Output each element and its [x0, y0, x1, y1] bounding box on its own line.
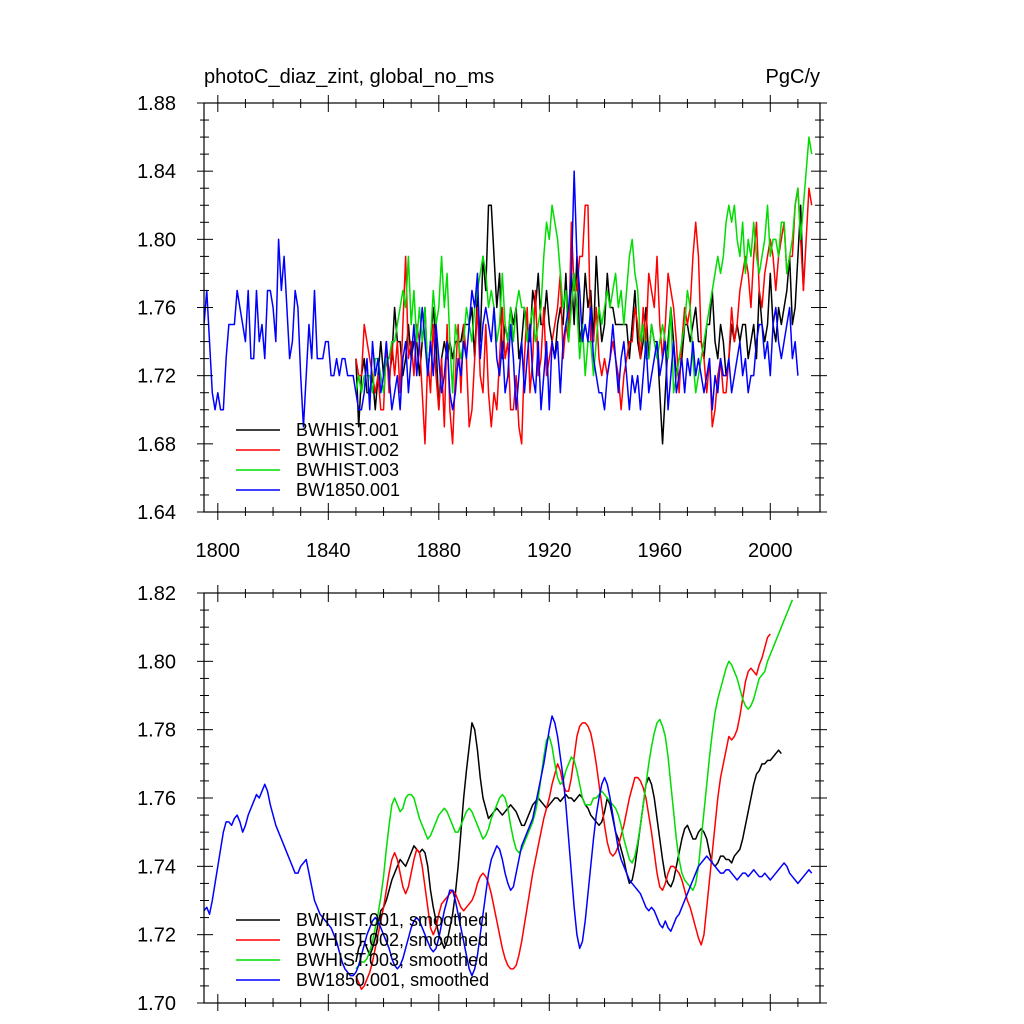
y-tick-label: 1.80: [137, 651, 176, 673]
y-tick-label: 1.84: [137, 161, 176, 183]
plot-frame: [203, 592, 821, 1004]
x-tick-label: 1840: [306, 540, 351, 562]
top-panel: photoC_diaz_zint, global_no_ms PgC/y 1.6…: [137, 66, 827, 562]
legend-label: BWHIST.002: [296, 440, 399, 460]
y-tick-label: 1.76: [137, 788, 176, 810]
legend-label: BWHIST.002, smoothed: [296, 930, 488, 950]
legend-label: BW1850.001, smoothed: [296, 970, 489, 990]
y-tick-label: 1.70: [137, 993, 176, 1015]
chart-units: PgC/y: [766, 66, 820, 88]
y-tick-label: 1.72: [137, 925, 176, 947]
legend-label: BWHIST.001, smoothed: [296, 910, 488, 930]
x-tick-label: 1920: [527, 540, 572, 562]
y-tick-label: 1.76: [137, 298, 176, 320]
y-tick-label: 1.88: [137, 93, 176, 115]
x-tick-label: 1800: [196, 540, 241, 562]
legend-label: BWHIST.001: [296, 420, 399, 440]
y-tick-label: 1.78: [137, 720, 176, 742]
series-line-bwhist-001-smoothed: [355, 722, 782, 963]
series-line-bw1850-001: [204, 170, 799, 428]
legend-label: BWHIST.003: [296, 460, 399, 480]
x-tick-label: 1880: [417, 540, 462, 562]
y-tick-label: 1.64: [137, 502, 176, 524]
legend-label: BW1850.001: [296, 480, 400, 500]
y-tick-label: 1.82: [137, 583, 176, 605]
series-line-bw1850-001-smoothed: [204, 715, 813, 977]
y-tick-label: 1.80: [137, 229, 176, 251]
x-tick-label: 2000: [748, 540, 793, 562]
bottom-panel: 1.70 1.72 1.74 1.76 1.78 1.80 1.82 BWHIST.001,…: [137, 583, 827, 1015]
plot-frame: [203, 102, 821, 513]
series-line-bwhist-003-smoothed: [355, 599, 794, 970]
chart-title: photoC_diaz_zint, global_no_ms: [204, 66, 494, 88]
x-tick-label: 1960: [638, 540, 683, 562]
y-tick-label: 1.68: [137, 434, 176, 456]
series-line-bwhist-003: [355, 136, 813, 394]
y-tick-label: 1.74: [137, 856, 176, 878]
legend-label: BWHIST.003, smoothed: [296, 950, 488, 970]
y-tick-label: 1.72: [137, 366, 176, 388]
